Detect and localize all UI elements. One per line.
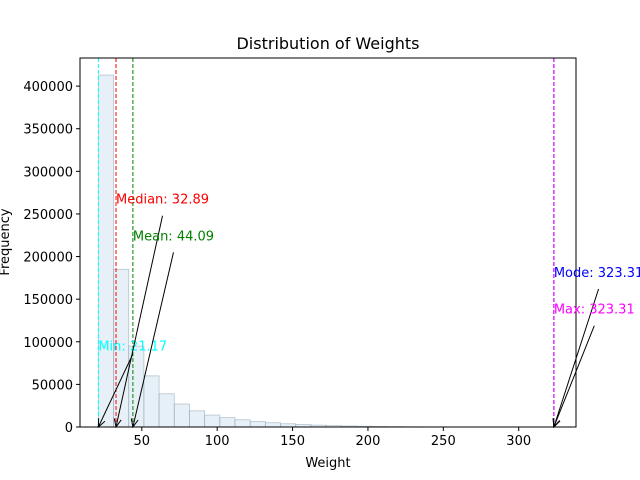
mode-annotation: Mode: 323.31 bbox=[554, 266, 640, 281]
plot-area: 50 100 150 200 250 300 0 50000 100000 150000 20000… bbox=[23, 57, 640, 449]
median-annotation: Median: 32.89 bbox=[116, 193, 209, 208]
max-annotation: Max: 323.31 bbox=[554, 303, 635, 318]
histogram-bar-8 bbox=[204, 414, 221, 428]
histogram-bar-12 bbox=[264, 422, 281, 428]
x-tick-label: 50 bbox=[134, 434, 151, 449]
histogram-bar-9 bbox=[219, 417, 236, 428]
plot-frame bbox=[79, 57, 577, 428]
histogram-bar-7 bbox=[189, 410, 206, 428]
histogram-bar-4 bbox=[143, 375, 160, 428]
mode-arrow bbox=[553, 288, 600, 428]
x-tick-label: 300 bbox=[506, 434, 531, 449]
y-tick-label: 400000 bbox=[23, 80, 73, 95]
y-axis-label: Frequency bbox=[0, 208, 13, 275]
x-tick-label: 150 bbox=[280, 434, 305, 449]
chart-title: Distribution of Weights bbox=[236, 34, 419, 53]
min-annotation: Min: 21.17 bbox=[98, 339, 167, 354]
histogram-bar-5 bbox=[158, 393, 175, 428]
x-tick-label: 200 bbox=[356, 434, 381, 449]
min-arrow bbox=[97, 354, 134, 428]
histogram-bar-10 bbox=[234, 419, 251, 428]
y-tick-label: 50000 bbox=[32, 378, 73, 393]
x-tick-label: 250 bbox=[431, 434, 456, 449]
mean-arrow bbox=[132, 252, 174, 428]
y-tick-label: 0 bbox=[65, 421, 73, 436]
max-arrow bbox=[553, 325, 595, 428]
y-tick-label: 150000 bbox=[23, 293, 73, 308]
median-arrow bbox=[115, 215, 164, 428]
histogram-bar-11 bbox=[249, 421, 266, 428]
y-tick-label: 200000 bbox=[23, 251, 73, 266]
x-axis-label: Weight bbox=[305, 456, 350, 471]
y-tick-label: 300000 bbox=[23, 165, 73, 180]
min-arrowhead bbox=[97, 418, 106, 429]
histogram-bar-6 bbox=[173, 403, 190, 428]
histogram-bar-1 bbox=[97, 74, 114, 428]
y-tick-label: 350000 bbox=[23, 123, 73, 138]
x-tick-label: 100 bbox=[205, 434, 230, 449]
max-arrowhead bbox=[553, 418, 561, 429]
y-tick-label: 250000 bbox=[23, 208, 73, 223]
y-tick-label: 100000 bbox=[23, 336, 73, 351]
mean-arrowhead bbox=[130, 418, 139, 429]
mean-annotation: Mean: 44.09 bbox=[133, 229, 214, 244]
median-arrowhead bbox=[113, 418, 122, 429]
